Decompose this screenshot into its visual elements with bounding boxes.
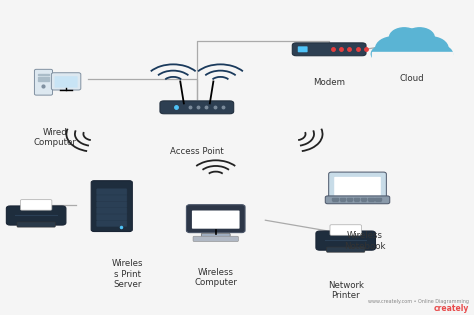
Bar — [339, 199, 345, 200]
Bar — [354, 199, 359, 200]
Text: Access Point: Access Point — [170, 146, 224, 156]
Text: www.creately.com • Online Diagramming: www.creately.com • Online Diagramming — [367, 299, 469, 304]
FancyBboxPatch shape — [328, 172, 386, 199]
Bar — [38, 79, 49, 81]
FancyBboxPatch shape — [91, 181, 132, 232]
FancyBboxPatch shape — [316, 231, 375, 250]
Bar — [332, 201, 338, 202]
Bar — [368, 198, 374, 199]
FancyBboxPatch shape — [186, 205, 245, 232]
FancyBboxPatch shape — [51, 73, 81, 90]
FancyBboxPatch shape — [17, 222, 55, 227]
FancyBboxPatch shape — [6, 206, 66, 225]
Bar — [38, 77, 49, 78]
FancyBboxPatch shape — [292, 43, 366, 56]
FancyBboxPatch shape — [201, 233, 230, 237]
FancyBboxPatch shape — [330, 225, 361, 235]
Bar — [332, 199, 338, 200]
Circle shape — [375, 37, 411, 60]
Circle shape — [412, 37, 448, 60]
FancyBboxPatch shape — [97, 214, 127, 220]
FancyBboxPatch shape — [325, 196, 390, 204]
Bar — [375, 199, 381, 200]
Text: Wireless
Notebook: Wireless Notebook — [344, 231, 385, 251]
Bar — [368, 201, 374, 202]
FancyBboxPatch shape — [35, 69, 53, 95]
Bar — [339, 198, 345, 199]
Bar — [347, 201, 352, 202]
FancyBboxPatch shape — [97, 189, 127, 195]
FancyBboxPatch shape — [192, 210, 239, 229]
Text: Wired
Computer: Wired Computer — [34, 128, 76, 147]
Circle shape — [390, 28, 419, 47]
Circle shape — [371, 45, 397, 62]
FancyBboxPatch shape — [55, 76, 78, 88]
Text: Wireless
Computer: Wireless Computer — [194, 268, 237, 287]
FancyBboxPatch shape — [97, 208, 127, 214]
Bar — [361, 201, 366, 202]
Bar — [354, 198, 359, 199]
FancyBboxPatch shape — [334, 177, 381, 196]
Bar — [347, 198, 352, 199]
FancyBboxPatch shape — [160, 101, 234, 114]
FancyBboxPatch shape — [327, 247, 365, 252]
FancyBboxPatch shape — [20, 200, 52, 210]
FancyBboxPatch shape — [97, 220, 127, 226]
FancyBboxPatch shape — [193, 236, 238, 242]
Bar — [375, 201, 381, 202]
Bar — [361, 198, 366, 199]
FancyBboxPatch shape — [298, 46, 308, 52]
Circle shape — [427, 45, 452, 62]
Bar — [354, 201, 359, 202]
Circle shape — [405, 28, 434, 47]
Text: Cloud: Cloud — [400, 74, 424, 83]
Bar — [38, 74, 49, 76]
Bar — [361, 199, 366, 200]
FancyBboxPatch shape — [97, 195, 127, 201]
FancyBboxPatch shape — [97, 202, 127, 208]
Text: creately: creately — [433, 304, 469, 313]
Bar — [339, 201, 345, 202]
Text: Wireles
s Print
Server: Wireles s Print Server — [111, 260, 143, 289]
Bar — [375, 198, 381, 199]
Bar — [347, 199, 352, 200]
Text: Network
Printer: Network Printer — [328, 281, 364, 300]
Circle shape — [390, 30, 434, 59]
Text: Modem: Modem — [313, 77, 345, 87]
Bar — [368, 199, 374, 200]
Bar — [332, 198, 338, 199]
Bar — [372, 52, 452, 64]
